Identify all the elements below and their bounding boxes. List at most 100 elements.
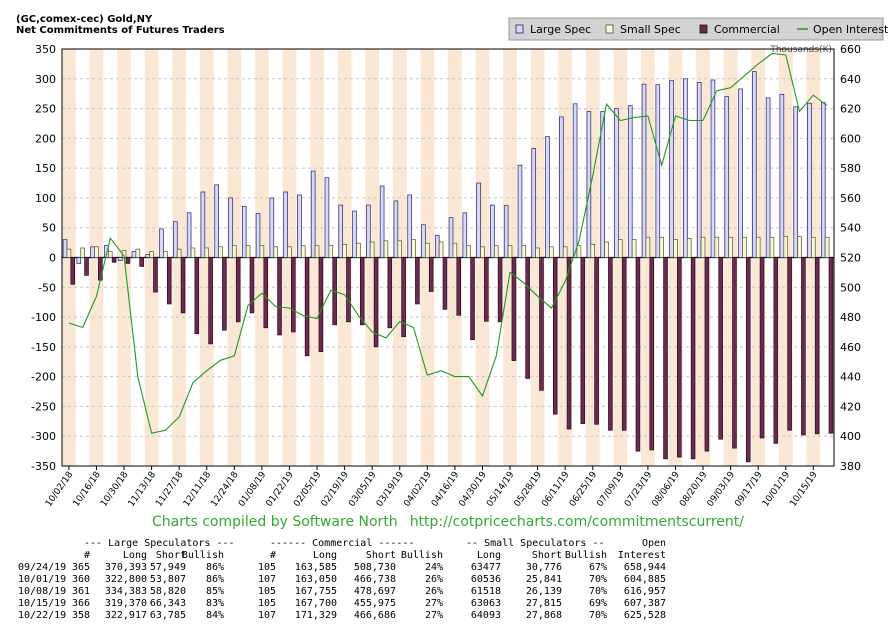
commercial-bar — [153, 257, 158, 293]
column-header: Long — [122, 550, 147, 561]
legend-swatch — [605, 24, 614, 34]
small-spec-long: 64093 — [470, 610, 501, 621]
small-spec-bar — [700, 236, 706, 258]
small-spec-bar — [714, 236, 720, 258]
credit-url[interactable]: http://cotpricecharts.com/commitmentscur… — [409, 514, 744, 530]
legend-label: Commercial — [714, 23, 780, 36]
table-group-header: --- Large Speculators --- ------ Commerci… — [0, 538, 896, 550]
small-spec-bar — [769, 236, 775, 258]
commercial-bar — [580, 257, 586, 425]
small-spec-bar — [425, 242, 430, 258]
commercial-bar — [415, 257, 420, 305]
large-spec-bar — [586, 111, 592, 258]
large-spec-bar — [724, 96, 730, 258]
small-spec-bar — [755, 236, 761, 258]
large-spec-bar — [820, 102, 826, 258]
header-open: Open — [642, 538, 667, 549]
commercial-bar — [428, 257, 434, 292]
small-spec-short: 25,841 — [525, 574, 562, 585]
open-interest-line — [68, 52, 828, 434]
large-spec-bullish: 83% — [205, 598, 224, 609]
large-spec-bar — [324, 177, 330, 258]
small-spec-bar — [797, 236, 802, 258]
small-spec-bar — [659, 236, 664, 258]
open-interest: 658,944 — [623, 562, 666, 573]
large-spec-bar — [338, 204, 344, 258]
column-header: Short — [531, 550, 562, 561]
small-spec-bar — [232, 245, 237, 258]
commercial-bar — [387, 257, 393, 329]
small-spec-short: 30,776 — [525, 562, 562, 573]
small-spec-bar — [535, 247, 540, 258]
small-spec-bar — [314, 245, 320, 258]
column-header: Bullish — [181, 550, 224, 561]
large-spec-bar — [710, 79, 716, 258]
large-spec-bar — [366, 204, 371, 258]
commercial-bar — [539, 257, 544, 391]
small-spec-bar — [452, 242, 458, 258]
commercial-bar — [470, 257, 475, 341]
legend-label: Large Spec — [530, 23, 591, 36]
small-spec-bar — [466, 245, 471, 258]
large-spec-bar — [752, 71, 757, 258]
small-spec-bullish: 70% — [588, 586, 607, 597]
commercial-bullish: 24% — [424, 562, 443, 573]
commercial-bullish: 27% — [424, 610, 443, 621]
commercial-bar — [208, 257, 213, 345]
column-header: # — [269, 550, 276, 561]
small-spec-bar — [204, 247, 210, 258]
large-spec-bar — [531, 148, 537, 258]
large-spec-bar — [683, 78, 688, 258]
small-spec-bar — [135, 248, 141, 258]
small-spec-bar — [94, 246, 99, 258]
large-spec-bar — [310, 170, 316, 258]
commercial-bar — [456, 257, 462, 316]
column-header: Long — [312, 550, 337, 561]
large-spec-long: 334,383 — [104, 586, 147, 597]
small-spec-bar — [590, 244, 596, 258]
large-spec-bar — [269, 197, 275, 258]
large-spec-bar — [352, 210, 357, 258]
commercial-bar — [608, 257, 613, 431]
commercial-bar — [166, 257, 172, 305]
commercial-bar — [84, 257, 89, 276]
header-commercial: ------ Commercial ------ — [270, 538, 415, 549]
small-spec-bar — [618, 239, 623, 258]
large-spec-bar — [421, 224, 426, 258]
commercial-bar — [511, 257, 517, 361]
small-spec-bar — [328, 245, 334, 258]
commercial-short: 508,730 — [353, 562, 396, 573]
large-spec-bar — [228, 197, 233, 258]
row-date: 09/24/19 — [18, 562, 67, 573]
commercial-bar — [759, 257, 765, 439]
large-spec-bar — [90, 246, 95, 258]
large-spec-bullish: 84% — [205, 610, 224, 621]
small-spec-bar — [576, 245, 582, 258]
y-right-tick-label: 580 — [840, 162, 861, 175]
large-spec-short: 58,820 — [149, 586, 186, 597]
y-left-tick-label: 0 — [49, 252, 56, 265]
commercial-bar — [442, 257, 448, 310]
small-spec-bar — [66, 248, 72, 258]
small-spec-bar — [783, 236, 789, 258]
small-spec-bar — [549, 246, 554, 258]
large-spec-bar — [600, 111, 605, 258]
y-left-tick-label: 300 — [35, 73, 56, 86]
small-spec-bar — [631, 239, 637, 258]
y-left-tick-label: -250 — [31, 400, 56, 413]
chart-subtitle: Net Commitments of Futures Traders — [16, 25, 225, 36]
commercial-bar — [704, 257, 710, 452]
small-spec-bar — [604, 241, 609, 258]
commercial-bar — [663, 257, 668, 460]
y-left-tick-label: -350 — [31, 460, 56, 473]
commercial-bar — [566, 257, 572, 430]
commercial-bar — [801, 257, 806, 436]
large-spec-bar — [779, 93, 785, 258]
commercial-bar — [525, 257, 530, 379]
small-spec-bar — [300, 245, 306, 258]
y-right-tick-label: 480 — [840, 311, 861, 324]
commercial-traders: 105 — [257, 598, 276, 609]
commercial-long: 167,755 — [294, 586, 337, 597]
y-left-tick-label: 200 — [35, 132, 56, 145]
commercial-bar — [291, 257, 296, 333]
